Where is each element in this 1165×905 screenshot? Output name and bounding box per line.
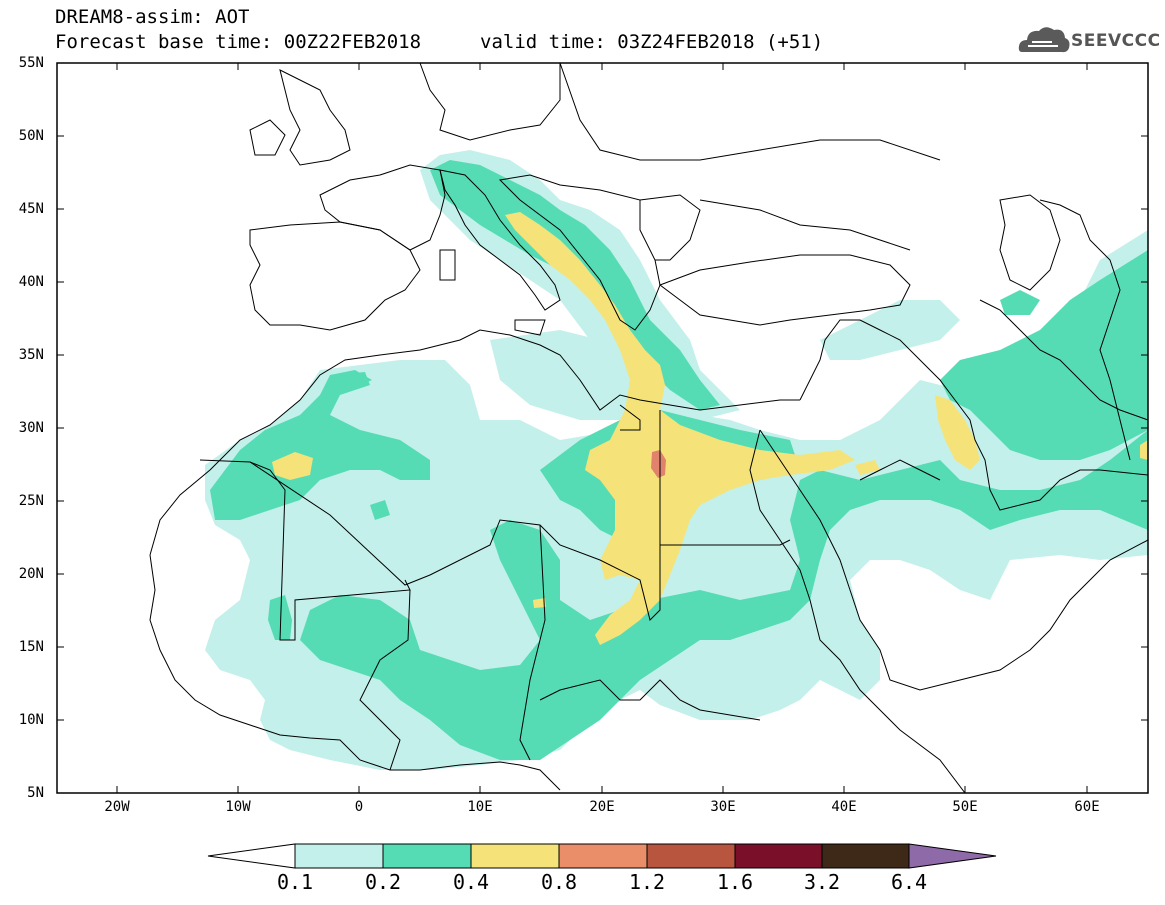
lat-label: 55N bbox=[18, 55, 44, 71]
lat-label: 15N bbox=[18, 639, 44, 655]
colorbar-label: 0.1 bbox=[276, 870, 314, 894]
lon-label: 10E bbox=[467, 799, 493, 815]
colorbar-swatch bbox=[821, 843, 910, 869]
lon-label: 20W bbox=[104, 799, 130, 815]
colorbar-label: 1.6 bbox=[716, 870, 754, 894]
colorbar-label: 1.2 bbox=[628, 870, 666, 894]
colorbar-label: 0.4 bbox=[452, 870, 490, 894]
lat-label: 45N bbox=[18, 201, 44, 217]
lat-label: 50N bbox=[18, 128, 44, 144]
colorbar-swatch bbox=[734, 843, 823, 869]
lon-label: 0 bbox=[354, 799, 364, 815]
colorbar-swatch bbox=[294, 843, 384, 869]
colorbar-swatch bbox=[470, 843, 560, 869]
lat-label: 25N bbox=[18, 493, 44, 509]
lat-label: 5N bbox=[27, 785, 44, 801]
coastlines bbox=[149, 63, 1148, 793]
lon-label: 20E bbox=[589, 799, 615, 815]
lat-label: 10N bbox=[18, 712, 44, 728]
lat-label: 20N bbox=[18, 566, 44, 582]
colorbar-over-triangle bbox=[908, 843, 997, 869]
lon-label: 10W bbox=[225, 799, 251, 815]
colorbar-swatch bbox=[646, 843, 736, 869]
colorbar-swatch bbox=[558, 843, 648, 869]
title-line-1: DREAM8-assim: AOT bbox=[55, 6, 250, 28]
aot-level-0.4 bbox=[272, 212, 1148, 645]
colorbar-under-triangle bbox=[207, 843, 296, 869]
colorbar bbox=[207, 843, 997, 869]
colorbar-label: 0.8 bbox=[540, 870, 578, 894]
lat-label: 35N bbox=[18, 347, 44, 363]
lon-label: 50E bbox=[952, 799, 978, 815]
logo-text: SEEVCCC bbox=[1071, 31, 1161, 51]
aot-level-0.8 bbox=[651, 450, 666, 478]
lat-label: 30N bbox=[18, 420, 44, 436]
colorbar-label: 3.2 bbox=[803, 870, 841, 894]
colorbar-label: 0.2 bbox=[364, 870, 402, 894]
cloud-icon bbox=[1018, 27, 1070, 53]
colorbar-label: 6.4 bbox=[890, 870, 928, 894]
valid-time: valid time: 03Z24FEB2018 (+51) bbox=[480, 31, 824, 53]
axis-ticks bbox=[57, 62, 1148, 793]
lon-label: 40E bbox=[831, 799, 857, 815]
colorbar-swatch bbox=[382, 843, 472, 869]
lat-label: 40N bbox=[18, 274, 44, 290]
lon-label: 30E bbox=[710, 799, 736, 815]
lon-label: 60E bbox=[1074, 799, 1100, 815]
forecast-base-time: Forecast base time: 00Z22FEB2018 bbox=[55, 31, 422, 53]
